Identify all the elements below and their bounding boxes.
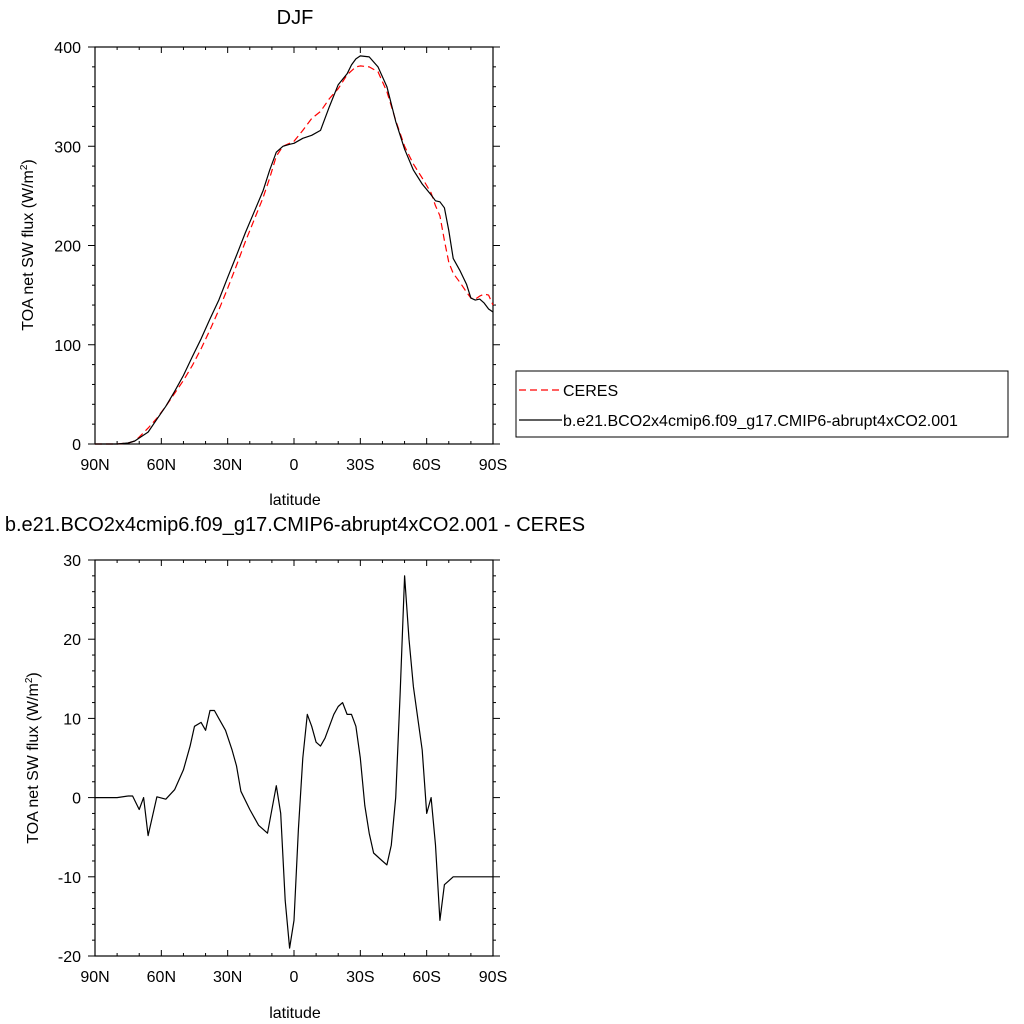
top-y-tick-label: 100 [54,338,81,355]
top-y-tick-label: 200 [54,239,81,256]
bottom-chart-title: b.e21.BCO2x4cmip6.f09_g17.CMIP6-abrupt4x… [5,514,585,536]
bottom-y-axis-label-main: TOA net SW flux (W/m [25,683,42,844]
bottom-y-tick-label: -20 [58,949,81,966]
top-y-axis-label-end: ) [20,159,37,164]
bottom-y-tick-label: 30 [63,553,81,570]
bottom-x-tick-label: 30N [213,969,242,986]
bottom-series-line-0 [95,575,493,949]
top-y-tick-label: 400 [54,40,81,57]
bottom-y-ticks: -20 -10 0 10 20 30 [58,553,500,966]
bottom-y-tick-label: -10 [58,870,81,887]
top-x-tick-label: 30S [346,457,374,474]
top-x-tick-label: 30N [213,457,242,474]
top-y-axis-label-main: TOA net SW flux (W/m [20,170,37,331]
bottom-x-tick-label: 60N [147,969,176,986]
bottom-y-axis-label: TOA net SW flux (W/m2) [24,672,42,844]
top-series-line-1 [95,55,494,445]
legend-box [515,370,1009,438]
top-chart-title: DJF [277,7,314,29]
top-x-tick-label: 90N [80,457,109,474]
top-y-ticks: 0 100 200 300 400 [54,40,500,454]
bottom-y-axis-label-end: ) [25,672,42,677]
top-x-tick-label: 0 [290,457,299,474]
top-series-line-0 [95,65,494,445]
top-plot-frame [94,46,494,445]
top-x-axis-label: latitude [269,492,321,509]
bottom-y-tick-label: 0 [72,791,81,808]
top-y-tick-label: 300 [54,139,81,156]
bottom-x-tick-label: 60S [412,969,440,986]
bottom-x-axis-label: latitude [269,1005,321,1022]
bottom-x-tick-label: 90N [80,969,109,986]
bottom-x-ticks: 90N 60N 30N 0 30S 60S 90S [80,560,507,986]
legend-label-model: b.e21.BCO2x4cmip6.f09_g17.CMIP6-abrupt4x… [563,413,958,430]
top-x-ticks: 90N 60N 30N 0 30S 60S 90S [80,47,507,474]
bottom-series-lines [95,575,493,949]
top-y-axis-label: TOA net SW flux (W/m2) [19,159,37,331]
bottom-x-tick-label: 0 [290,969,299,986]
top-series-lines [95,55,494,445]
top-chart: DJF 90N 60N 30N 0 30S 60S 90S 0 100 200 300 400 la… [19,7,1009,509]
legend-label-ceres: CERES [563,383,618,400]
top-x-tick-label: 90S [479,457,507,474]
top-y-tick-label: 0 [72,437,81,454]
bottom-x-tick-label: 30S [346,969,374,986]
bottom-y-tick-label: 10 [63,711,81,728]
bottom-x-tick-label: 90S [479,969,507,986]
bottom-y-axis-label-sup: 2 [24,677,35,683]
legend: CERES b.e21.BCO2x4cmip6.f09_g17.CMIP6-ab… [515,370,1009,438]
bottom-plot-frame [94,559,494,957]
bottom-y-tick-label: 20 [63,632,81,649]
top-x-tick-label: 60N [147,457,176,474]
top-y-axis-label-sup: 2 [19,164,30,170]
top-x-tick-label: 60S [412,457,440,474]
bottom-chart: b.e21.BCO2x4cmip6.f09_g17.CMIP6-abrupt4x… [5,514,585,1022]
